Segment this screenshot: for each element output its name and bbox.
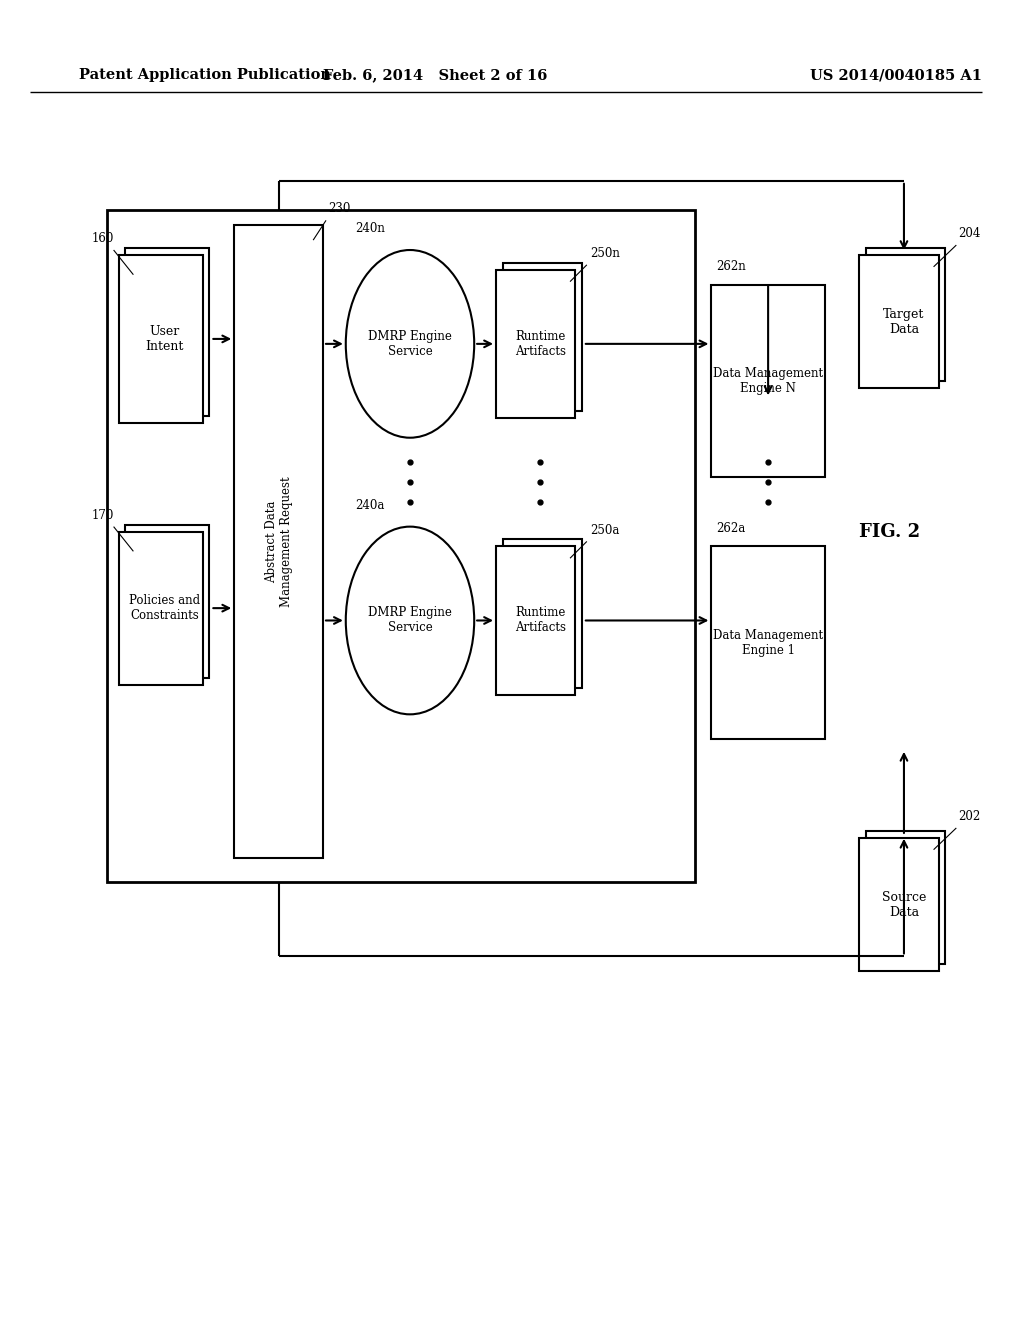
Ellipse shape xyxy=(346,249,474,438)
Bar xyxy=(119,532,203,685)
Text: DMRP Engine
Service: DMRP Engine Service xyxy=(368,330,452,358)
Text: Policies and
Constraints: Policies and Constraints xyxy=(129,594,200,622)
Text: Feb. 6, 2014   Sheet 2 of 16: Feb. 6, 2014 Sheet 2 of 16 xyxy=(323,69,547,82)
Text: Source
Data: Source Data xyxy=(882,891,926,919)
Text: FIG. 2: FIG. 2 xyxy=(859,523,921,541)
Bar xyxy=(503,263,582,411)
Text: 250n: 250n xyxy=(590,247,620,260)
Text: 240a: 240a xyxy=(355,499,385,512)
Bar xyxy=(119,255,203,422)
Bar xyxy=(859,255,939,388)
Bar xyxy=(234,226,323,858)
Bar xyxy=(126,248,210,416)
Text: Abstract Data
Management Request: Abstract Data Management Request xyxy=(264,477,293,607)
Text: 262n: 262n xyxy=(716,260,746,273)
Text: DMRP Engine
Service: DMRP Engine Service xyxy=(368,606,452,635)
Bar xyxy=(496,546,574,694)
Text: US 2014/0040185 A1: US 2014/0040185 A1 xyxy=(810,69,982,82)
Text: Runtime
Artifacts: Runtime Artifacts xyxy=(515,330,566,358)
Bar xyxy=(866,248,945,381)
Text: Data Management
Engine 1: Data Management Engine 1 xyxy=(713,628,823,657)
Ellipse shape xyxy=(346,527,474,714)
Text: Patent Application Publication: Patent Application Publication xyxy=(79,69,331,82)
Text: 160: 160 xyxy=(91,232,114,246)
Text: Data Management
Engine N: Data Management Engine N xyxy=(713,367,823,395)
Text: Runtime
Artifacts: Runtime Artifacts xyxy=(515,606,566,635)
Text: Target
Data: Target Data xyxy=(884,308,925,335)
Bar xyxy=(712,285,825,478)
Bar xyxy=(503,540,582,688)
Bar xyxy=(859,838,939,972)
Bar xyxy=(126,524,210,677)
Text: 204: 204 xyxy=(958,227,981,240)
Text: 170: 170 xyxy=(91,508,114,521)
Bar xyxy=(496,269,574,418)
Text: 262a: 262a xyxy=(716,521,745,535)
Text: User
Intent: User Intent xyxy=(145,325,183,352)
Bar xyxy=(712,546,825,739)
Text: 240n: 240n xyxy=(355,222,385,235)
Text: 230: 230 xyxy=(328,202,350,215)
Text: 202: 202 xyxy=(958,810,981,822)
Text: 250a: 250a xyxy=(590,524,620,536)
Bar xyxy=(106,210,694,882)
Bar xyxy=(866,830,945,965)
